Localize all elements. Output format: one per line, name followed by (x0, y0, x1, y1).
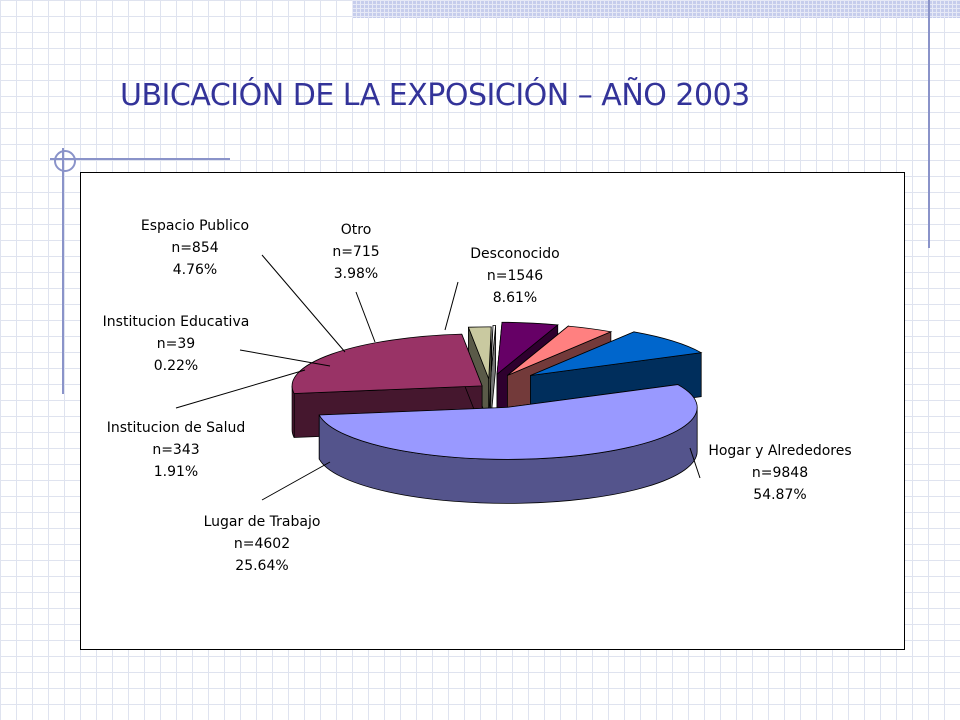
slice-percent-label: 25.64% (235, 558, 288, 574)
slice-label: Institucion Educativa (103, 314, 250, 330)
slice-percent-label: 8.61% (493, 290, 537, 306)
slice-count-label: n=854 (171, 240, 218, 256)
slice-percent-label: 1.91% (154, 464, 198, 480)
decorative-circle (54, 150, 76, 172)
slice-label: Institucion de Salud (107, 420, 246, 436)
pie-slice-top (507, 325, 613, 376)
leader-line (444, 281, 459, 331)
slice-percent-label: 0.22% (154, 358, 198, 374)
pie-slice-top (496, 321, 559, 376)
slice-label: Otro (341, 222, 372, 238)
leader-line (261, 254, 346, 353)
leader-line (689, 447, 701, 479)
pie-slice-top (291, 333, 483, 394)
leader-line (175, 369, 306, 409)
slice-count-label: n=715 (332, 244, 379, 260)
slice-count-label: n=1546 (487, 268, 543, 284)
slice-label: Espacio Publico (141, 218, 249, 234)
decorative-vertical-line (928, 0, 930, 248)
decorative-left-line (62, 148, 64, 394)
slice-label: Lugar de Trabajo (204, 514, 321, 530)
slice-percent-label: 54.87% (753, 487, 806, 503)
slice-percent-label: 3.98% (334, 266, 378, 282)
slice-count-label: n=4602 (234, 536, 290, 552)
leader-line (239, 349, 331, 367)
pie-slice-hogar-y-alrededores (318, 384, 698, 504)
leader-line (355, 291, 376, 343)
decorative-band (352, 0, 960, 18)
pie-slice-top (318, 384, 698, 460)
slice-label: Hogar y Alrededores (708, 443, 851, 459)
decorative-horizontal-line (50, 158, 230, 160)
leader-line (261, 461, 331, 501)
slice-label: Desconocido (470, 246, 559, 262)
pie-slice-top (490, 325, 497, 378)
slice-count-label: n=9848 (752, 465, 808, 481)
pie-slice-top (530, 331, 703, 376)
slice-percent-label: 4.76% (173, 262, 217, 278)
slice-count-label: n=343 (152, 442, 199, 458)
pie-slice-top (467, 326, 492, 380)
pie-slice-institucion-educativa (490, 325, 497, 422)
slice-count-label: n=39 (157, 336, 195, 352)
slide-title: UBICACIÓN DE LA EXPOSICIÓN – AÑO 2003 (120, 78, 750, 113)
